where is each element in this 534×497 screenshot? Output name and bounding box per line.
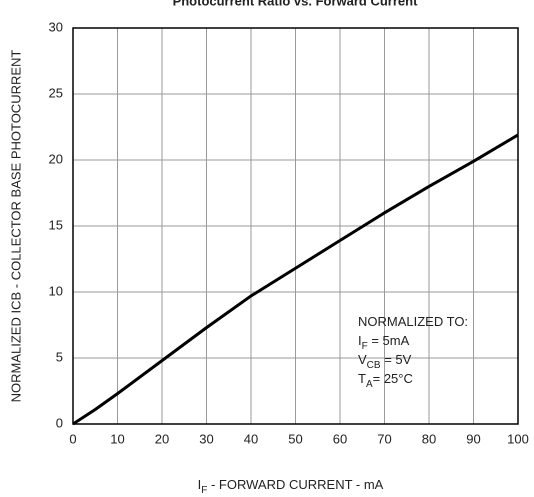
annotation: VCB = 5V <box>358 352 412 370</box>
x-tick-label: 50 <box>288 431 302 446</box>
x-tick-label: 100 <box>507 431 529 446</box>
x-tick-label: 80 <box>422 431 436 446</box>
y-tick-label: 0 <box>56 415 63 430</box>
x-tick-label: 30 <box>199 431 213 446</box>
x-tick-label: 70 <box>377 431 391 446</box>
x-axis-label-sub: F <box>201 485 207 496</box>
x-tick-label: 90 <box>466 431 480 446</box>
annotation-main: V <box>358 352 367 367</box>
annotation-main: I <box>358 333 362 348</box>
annotation-sub: A <box>366 379 373 390</box>
data-line <box>72 133 519 426</box>
annotation-sub: F <box>362 341 368 352</box>
annotation: TA= 25°C <box>358 371 413 389</box>
x-tick-label: 20 <box>155 431 169 446</box>
x-axis-label-rest: - FORWARD CURRENT - mA <box>207 477 383 492</box>
annotation-main: T <box>358 371 366 386</box>
x-tick-label: 40 <box>244 431 258 446</box>
annotation: NORMALIZED TO: <box>358 314 468 329</box>
annotation-rest: = 25°C <box>373 371 413 386</box>
plot-frame <box>72 27 519 425</box>
annotation-sub: CB <box>367 360 381 371</box>
annotation-rest: = 5V <box>381 352 412 367</box>
annotation-rest: = 5mA <box>368 333 410 348</box>
y-tick-label: 5 <box>56 349 63 364</box>
x-axis-label-main: I <box>198 477 202 492</box>
x-axis-label: IF - FORWARD CURRENT - mA <box>198 477 384 495</box>
y-tick-label: 25 <box>49 85 63 100</box>
annotation: IF = 5mA <box>358 333 410 351</box>
y-tick-label: 10 <box>49 283 63 298</box>
x-tick-label: 60 <box>333 431 347 446</box>
y-tick-label: 30 <box>49 19 63 34</box>
y-tick-label: 15 <box>49 217 63 232</box>
x-tick-label: 0 <box>69 431 76 446</box>
y-axis-label: NORMALIZED ICB - COLLECTOR BASE PHOTOCUR… <box>8 50 23 403</box>
x-tick-label: 10 <box>110 431 124 446</box>
annotation-main: NORMALIZED TO: <box>358 314 468 329</box>
chart-title: Photocurrent Ratio vs. Forward Current <box>173 0 419 8</box>
y-tick-label: 20 <box>49 151 63 166</box>
